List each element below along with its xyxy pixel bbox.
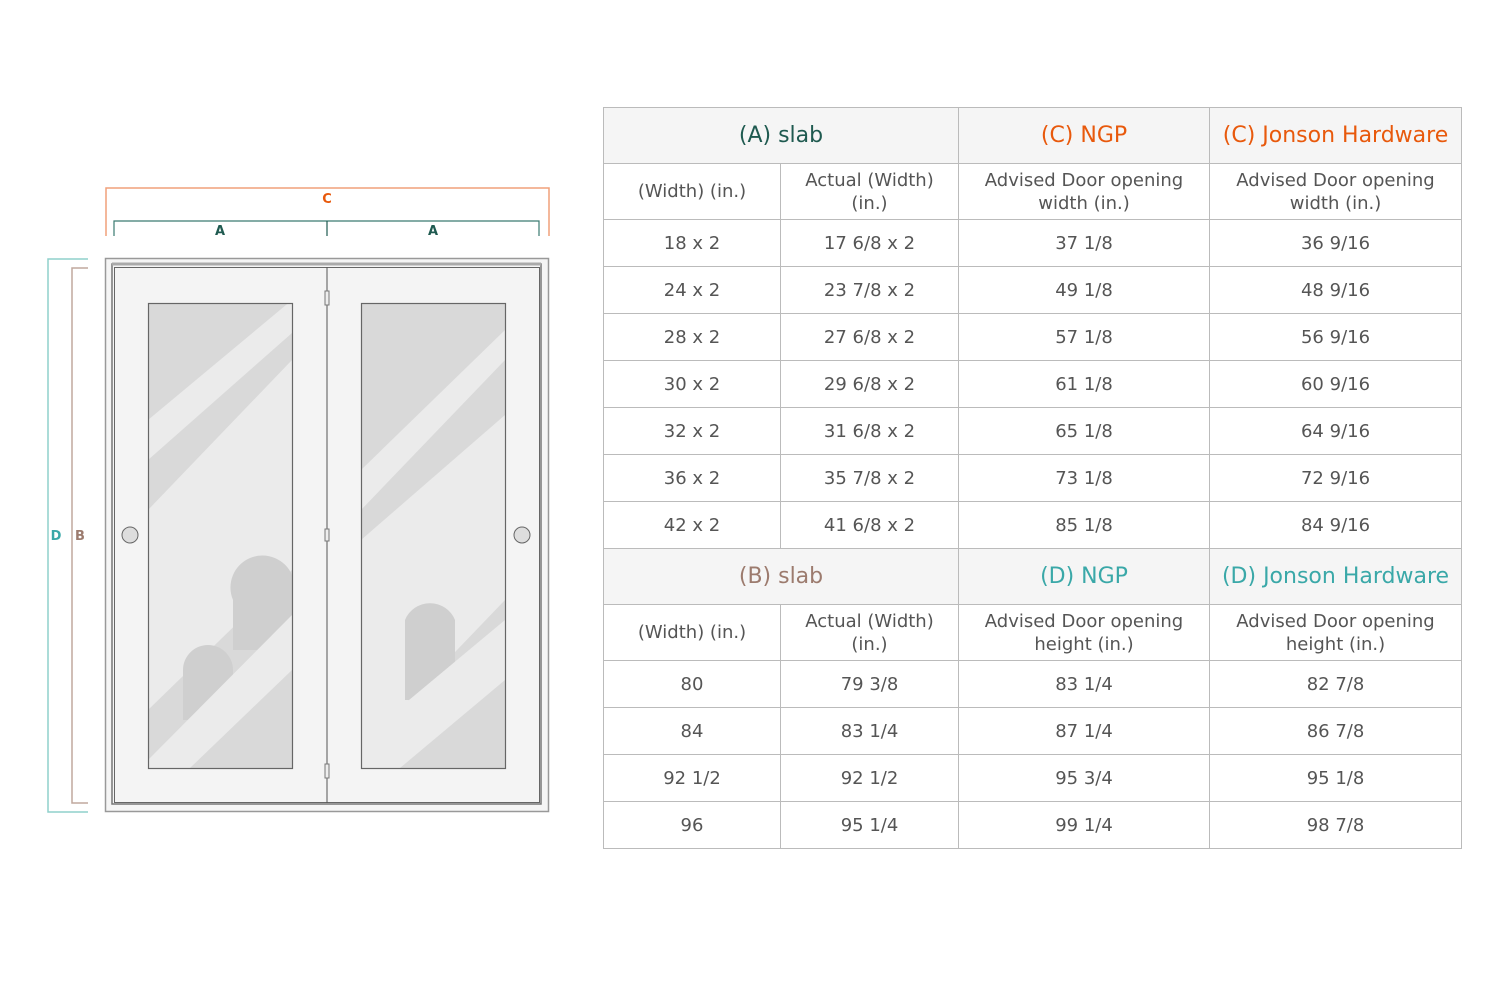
- table-cell: 42 x 2: [603, 501, 781, 549]
- table-cell: 28 x 2: [603, 313, 781, 361]
- label-c: C: [322, 192, 332, 207]
- table-cell: 83 1/4: [779, 707, 960, 755]
- table-cell: 56 9/16: [1209, 313, 1463, 361]
- table-cell: 85 1/8: [958, 501, 1211, 549]
- table-cell: 49 1/8: [958, 266, 1211, 314]
- column-header: Advised Door opening height (in.): [958, 604, 1211, 661]
- right-door-knob-icon: [513, 526, 531, 544]
- door-size-table: (A) slab (C) NGP (C) Jonson Hardware (Wid…: [602, 107, 1463, 849]
- height_table-header-row: (B) slab (D) NGP (D) Jonson Hardware: [602, 548, 1463, 605]
- right-glass-border: [360, 302, 507, 770]
- table-row: 96 95 1/4 99 1/4 98 7/8: [603, 801, 1463, 849]
- table-cell: 18 x 2: [603, 219, 781, 267]
- table-cell: 29 6/8 x 2: [779, 360, 960, 408]
- column-header: Actual (Width) (in.): [779, 163, 960, 220]
- table-cell: 37 1/8: [958, 219, 1211, 267]
- header-ngp: (D) NGP: [958, 548, 1211, 605]
- dimension-b: B: [71, 267, 88, 804]
- header-jonson-hardware: (D) Jonson Hardware: [1209, 548, 1463, 605]
- table-cell: 96: [603, 801, 781, 849]
- table-cell: 79 3/8: [779, 660, 960, 708]
- label-a-right: A: [428, 224, 438, 239]
- header-slab: (A) slab: [602, 107, 960, 164]
- hinge-icon: [324, 290, 330, 306]
- table-cell: 83 1/4: [958, 660, 1211, 708]
- table-cell: 82 7/8: [1209, 660, 1463, 708]
- table-cell: 32 x 2: [603, 407, 781, 455]
- table-row: 84 83 1/4 87 1/4 86 7/8: [603, 707, 1463, 755]
- table-cell: 30 x 2: [603, 360, 781, 408]
- dimension-c: C: [105, 187, 550, 236]
- table-row: 28 x 2 27 6/8 x 2 57 1/8 56 9/16: [603, 313, 1463, 361]
- left-glass-border: [147, 302, 294, 770]
- table-cell: 98 7/8: [1209, 801, 1463, 849]
- table-cell: 65 1/8: [958, 407, 1211, 455]
- table-cell: 92 1/2: [779, 754, 960, 802]
- table-row: 80 79 3/8 83 1/4 82 7/8: [603, 660, 1463, 708]
- column-header: Actual (Width) (in.): [779, 604, 960, 661]
- table-row: 36 x 2 35 7/8 x 2 73 1/8 72 9/16: [603, 454, 1463, 502]
- width_table-subheader-row: (Width) (in.) Actual (Width) (in.) Advised…: [603, 163, 1463, 220]
- dimension-a: A A: [113, 220, 540, 239]
- header-jonson-hardware: (C) Jonson Hardware: [1209, 107, 1463, 164]
- table-cell: 24 x 2: [603, 266, 781, 314]
- table-row: 92 1/2 92 1/2 95 3/4 95 1/8: [603, 754, 1463, 802]
- table-cell: 27 6/8 x 2: [779, 313, 960, 361]
- table-cell: 92 1/2: [603, 754, 781, 802]
- table-cell: 73 1/8: [958, 454, 1211, 502]
- left-door-knob-icon: [121, 526, 139, 544]
- table-cell: 64 9/16: [1209, 407, 1463, 455]
- double-door-diagram: C A A D B: [47, 187, 550, 813]
- column-header: (Width) (in.): [603, 163, 781, 220]
- label-a-left: A: [215, 224, 225, 239]
- table-cell: 57 1/8: [958, 313, 1211, 361]
- column-header: Advised Door opening height (in.): [1209, 604, 1463, 661]
- table-cell: 36 x 2: [603, 454, 781, 502]
- table-cell: 41 6/8 x 2: [779, 501, 960, 549]
- table-row: 32 x 2 31 6/8 x 2 65 1/8 64 9/16: [603, 407, 1463, 455]
- table-cell: 99 1/4: [958, 801, 1211, 849]
- table-row: 18 x 2 17 6/8 x 2 37 1/8 36 9/16: [603, 219, 1463, 267]
- right-door-glass: [361, 303, 505, 768]
- table-cell: 36 9/16: [1209, 219, 1463, 267]
- table-cell: 80: [603, 660, 781, 708]
- table-cell: 87 1/4: [958, 707, 1211, 755]
- table-cell: 84 9/16: [1209, 501, 1463, 549]
- hinge-icon: [324, 528, 330, 542]
- table-row: 30 x 2 29 6/8 x 2 61 1/8 60 9/16: [603, 360, 1463, 408]
- table-cell: 95 1/8: [1209, 754, 1463, 802]
- table-cell: 23 7/8 x 2: [779, 266, 960, 314]
- column-header: (Width) (in.): [603, 604, 781, 661]
- height_table-subheader-row: (Width) (in.) Actual (Width) (in.) Advised…: [603, 604, 1463, 661]
- table-cell: 95 1/4: [779, 801, 960, 849]
- table-cell: 95 3/4: [958, 754, 1211, 802]
- dimension-d: D: [47, 258, 88, 813]
- label-d: D: [51, 529, 62, 544]
- label-b: B: [75, 529, 85, 544]
- table-cell: 86 7/8: [1209, 707, 1463, 755]
- table-cell: 31 6/8 x 2: [779, 407, 960, 455]
- table-cell: 48 9/16: [1209, 266, 1463, 314]
- hinge-icon: [324, 763, 330, 779]
- table-cell: 84: [603, 707, 781, 755]
- table-row: 24 x 2 23 7/8 x 2 49 1/8 48 9/16: [603, 266, 1463, 314]
- table-cell: 61 1/8: [958, 360, 1211, 408]
- table-cell: 17 6/8 x 2: [779, 219, 960, 267]
- column-header: Advised Door opening width (in.): [1209, 163, 1463, 220]
- width_table-header-row: (A) slab (C) NGP (C) Jonson Hardware: [602, 107, 1463, 164]
- column-header: Advised Door opening width (in.): [958, 163, 1211, 220]
- table-cell: 35 7/8 x 2: [779, 454, 960, 502]
- header-slab: (B) slab: [602, 548, 960, 605]
- table-row: 42 x 2 41 6/8 x 2 85 1/8 84 9/16: [603, 501, 1463, 549]
- header-ngp: (C) NGP: [958, 107, 1211, 164]
- left-door-glass: [148, 303, 292, 768]
- table-cell: 60 9/16: [1209, 360, 1463, 408]
- table-cell: 72 9/16: [1209, 454, 1463, 502]
